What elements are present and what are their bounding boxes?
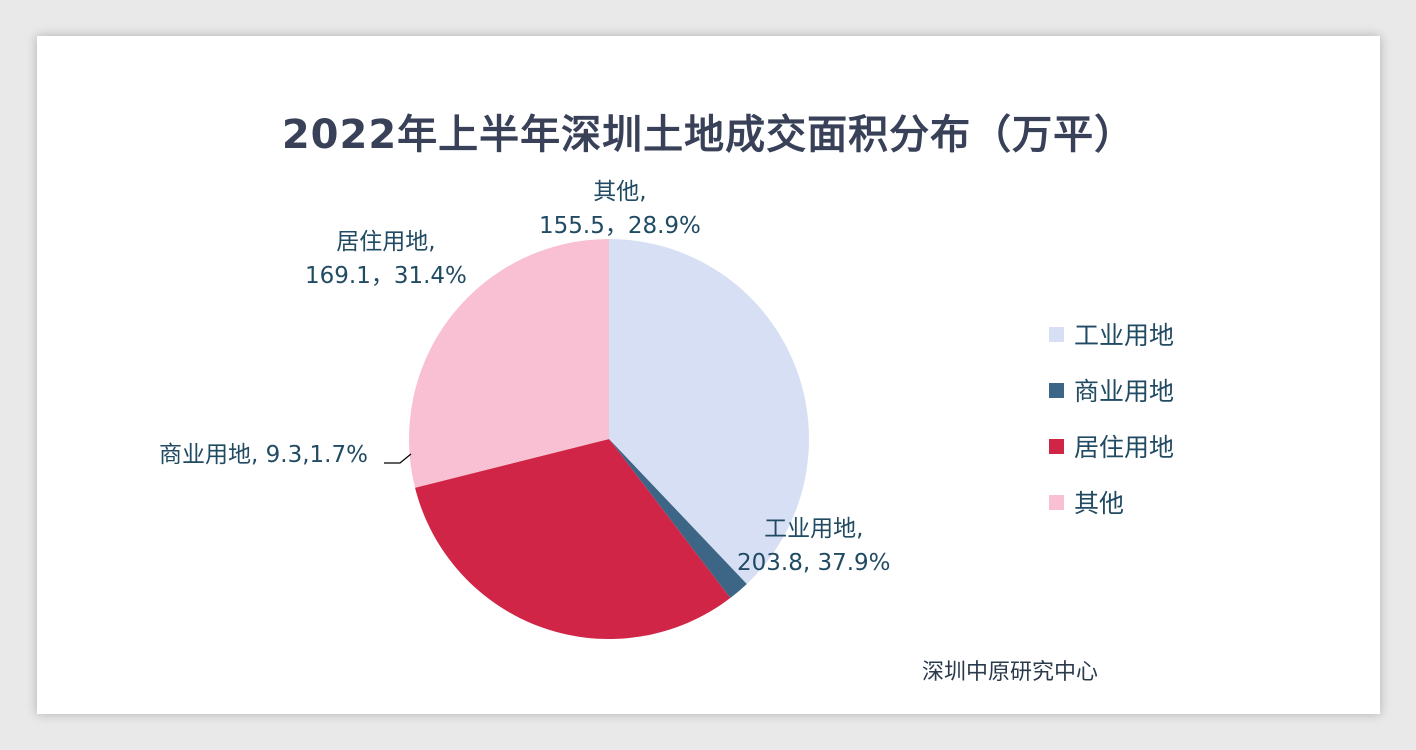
source-note: 深圳中原研究中心 [922,660,1099,685]
legend-swatch-commercial [1049,382,1064,398]
label-value-other: 155.5，28.9% [539,213,701,239]
label-name-other: 其他, [593,179,647,205]
legend: 工业用地 商业用地 居住用地 其他 [1049,306,1174,530]
pie-slice-commercial [609,439,747,599]
legend-label-industrial: 工业用地 [1074,321,1175,350]
legend-item-residential: 居住用地 [1049,418,1174,474]
legend-item-commercial: 商业用地 [1049,362,1174,418]
legend-swatch-industrial [1049,326,1064,342]
label-value-residential: 169.1，31.4% [305,263,467,289]
pie-slice-other [409,239,609,488]
pie-slice-residential [415,439,731,639]
chart-title: 2022年上半年深圳土地成交面积分布（万平） [281,112,1136,158]
data-label-industrial: 工业用地, 203.8, 37.9% [737,512,891,580]
pie-chart [384,239,809,639]
legend-item-industrial: 工业用地 [1049,306,1174,362]
legend-label-other: 其他 [1074,489,1125,518]
data-label-other: 其他, 155.5，28.9% [539,175,701,243]
legend-label-residential: 居住用地 [1074,433,1175,462]
leader-line-commercial [384,453,412,464]
legend-item-other: 其他 [1049,474,1174,530]
label-name-residential: 居住用地, [336,229,436,255]
chart-card: 2022年上半年深圳土地成交面积分布（万平） 工业用地, 203.8, 37.9… [37,36,1380,714]
label-full-commercial: 商业用地, 9.3,1.7% [159,442,368,468]
legend-label-commercial: 商业用地 [1074,377,1175,406]
pie-slice-industrial [609,239,809,584]
data-label-commercial: 商业用地, 9.3,1.7% [159,438,368,472]
legend-swatch-residential [1049,438,1064,454]
label-value-industrial: 203.8, 37.9% [737,550,891,576]
legend-swatch-other [1049,494,1064,510]
label-name-industrial: 工业用地, [764,516,864,542]
data-label-residential: 居住用地, 169.1，31.4% [305,225,467,293]
